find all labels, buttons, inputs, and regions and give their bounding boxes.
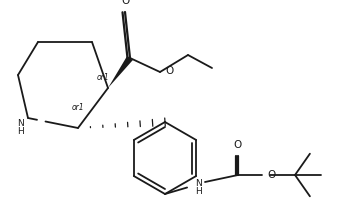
Text: O: O	[121, 0, 129, 6]
Text: O: O	[165, 66, 173, 76]
Polygon shape	[108, 56, 133, 88]
Text: O: O	[234, 140, 242, 150]
Text: H: H	[18, 128, 24, 136]
Text: H: H	[196, 187, 202, 197]
Text: or1: or1	[72, 104, 85, 113]
Text: O: O	[267, 170, 275, 180]
Text: or1: or1	[97, 73, 110, 83]
Text: N: N	[18, 120, 24, 129]
Text: N: N	[196, 180, 202, 188]
